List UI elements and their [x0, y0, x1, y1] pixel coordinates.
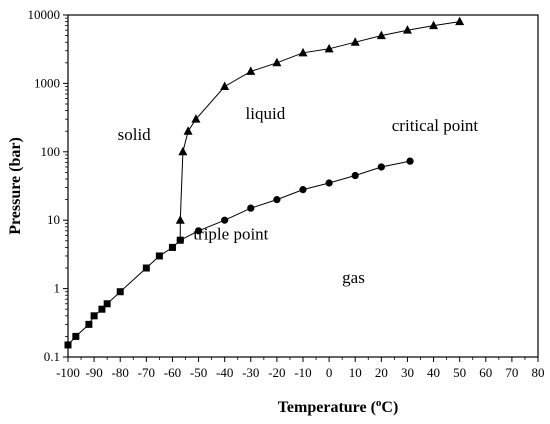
- data-point-triangle: [175, 215, 185, 224]
- x-tick-label: -60: [164, 365, 181, 380]
- data-point-square: [116, 288, 124, 296]
- x-tick-label: -100: [56, 365, 80, 380]
- data-point-circle: [325, 179, 333, 187]
- x-tick-label: -90: [85, 365, 102, 380]
- data-point-circle: [194, 227, 203, 235]
- data-point-triangle: [178, 146, 188, 156]
- x-tick-label: -30: [242, 365, 259, 380]
- x-tick-label: 20: [375, 365, 388, 380]
- y-tick-label: 1000: [34, 75, 60, 90]
- x-axis-title: Temperature (oC): [278, 397, 399, 416]
- data-point-triangle: [455, 16, 465, 26]
- data-point-square: [90, 312, 98, 320]
- x-tick-label: 30: [401, 365, 414, 380]
- y-tick-label: 0.1: [44, 349, 60, 364]
- x-tick-label: 40: [427, 365, 440, 380]
- data-point-triangle: [324, 43, 334, 53]
- x-tick-label: -80: [112, 365, 129, 380]
- data-point-circle: [351, 171, 359, 180]
- data-point-square: [85, 320, 93, 328]
- data-point-circle: [273, 196, 281, 204]
- x-tick-label: -40: [216, 365, 233, 380]
- x-tick-label: -10: [294, 365, 311, 380]
- y-tick-label: 10000: [28, 7, 61, 22]
- data-point-square: [64, 341, 72, 349]
- data-point-square: [142, 264, 150, 272]
- x-tick-label: -50: [190, 365, 207, 380]
- data-point-triangle: [376, 30, 386, 40]
- x-tick-label: 0: [326, 365, 333, 380]
- series-line-circle: [180, 160, 411, 241]
- data-point-circle: [377, 163, 385, 171]
- y-tick-label: 1: [54, 281, 61, 296]
- data-point-square: [168, 243, 176, 251]
- data-point-triangle: [191, 114, 201, 123]
- x-tick-label: 80: [532, 365, 545, 380]
- data-point-triangle: [183, 126, 193, 135]
- y-axis-title: Pressure (bar): [7, 137, 24, 235]
- data-point-triangle: [272, 57, 282, 67]
- x-tick-label: -70: [138, 365, 155, 380]
- data-point-triangle: [220, 81, 230, 91]
- data-point-square: [72, 332, 80, 340]
- data-point-triangle: [429, 20, 439, 30]
- x-tick-label: 70: [505, 365, 518, 380]
- data-point-square: [98, 305, 106, 313]
- annotation-liquid: liquid: [246, 104, 286, 123]
- data-point-square: [103, 300, 111, 308]
- data-point-circle: [247, 204, 255, 212]
- x-tick-label: -20: [268, 365, 285, 380]
- x-tick-label: 60: [479, 365, 492, 380]
- data-point-triangle: [298, 47, 308, 57]
- data-point-triangle: [246, 66, 256, 75]
- data-point-square: [155, 252, 163, 260]
- y-tick-label: 100: [41, 144, 61, 159]
- plot-frame: [67, 14, 539, 358]
- data-point-circle: [221, 216, 229, 224]
- annotation-critical-point: critical point: [392, 116, 479, 135]
- annotation-triple-point: triple point: [193, 225, 268, 244]
- data-point-circle: [299, 186, 307, 194]
- y-tick-label: 10: [47, 212, 60, 227]
- data-point-triangle: [402, 25, 412, 34]
- annotation-solid: solid: [118, 125, 152, 144]
- annotation-gas: gas: [342, 268, 365, 287]
- series-line-square: [67, 239, 181, 346]
- data-point-circle: [176, 236, 184, 244]
- x-tick-label: 10: [349, 365, 362, 380]
- data-point-circle: [406, 157, 414, 165]
- data-point-triangle: [350, 37, 360, 46]
- x-tick-label: 50: [453, 365, 466, 380]
